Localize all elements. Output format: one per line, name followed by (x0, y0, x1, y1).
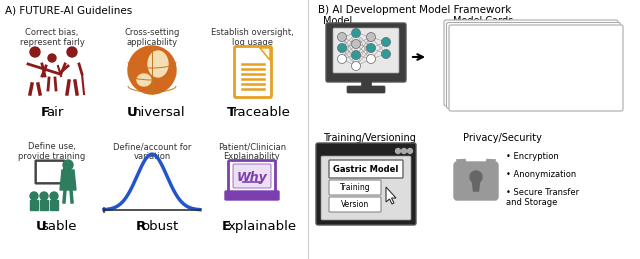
FancyBboxPatch shape (321, 156, 411, 220)
FancyBboxPatch shape (228, 161, 275, 193)
Circle shape (381, 38, 390, 47)
Text: • intended use: • intended use (456, 40, 519, 49)
Text: xplainable: xplainable (227, 220, 296, 233)
FancyBboxPatch shape (329, 197, 381, 212)
Text: U: U (127, 106, 138, 119)
Polygon shape (148, 51, 168, 77)
Polygon shape (260, 48, 270, 60)
Text: R: R (136, 220, 146, 233)
Polygon shape (60, 170, 76, 190)
FancyBboxPatch shape (329, 180, 381, 195)
FancyBboxPatch shape (444, 20, 618, 106)
Circle shape (351, 28, 360, 38)
Circle shape (40, 192, 48, 200)
Circle shape (337, 44, 346, 53)
Circle shape (408, 148, 413, 154)
FancyBboxPatch shape (234, 47, 271, 97)
Polygon shape (40, 200, 48, 210)
FancyBboxPatch shape (36, 161, 64, 183)
Circle shape (396, 148, 401, 154)
Circle shape (381, 49, 390, 59)
FancyBboxPatch shape (454, 162, 498, 200)
Circle shape (367, 54, 376, 63)
Circle shape (367, 32, 376, 41)
Polygon shape (30, 200, 38, 210)
Text: niversal: niversal (132, 106, 186, 119)
Polygon shape (386, 187, 396, 204)
Polygon shape (46, 62, 58, 78)
Text: E: E (221, 220, 231, 233)
Text: T: T (227, 106, 236, 119)
Text: B) AI Development Model Framework: B) AI Development Model Framework (318, 5, 511, 15)
Circle shape (30, 192, 38, 200)
Circle shape (128, 46, 176, 94)
Text: Model Cards: Model Cards (453, 16, 513, 26)
Circle shape (351, 40, 360, 48)
Text: Training: Training (340, 183, 371, 192)
Circle shape (401, 148, 406, 154)
Text: Cross-setting
applicability: Cross-setting applicability (124, 28, 180, 47)
Circle shape (351, 61, 360, 70)
Text: Gastric Model: Gastric Model (333, 164, 399, 174)
Polygon shape (260, 48, 270, 60)
FancyBboxPatch shape (447, 23, 621, 109)
Text: • Encryption: • Encryption (506, 152, 559, 161)
Circle shape (30, 47, 40, 57)
Text: • limitations: • limitations (456, 54, 508, 63)
Circle shape (48, 54, 56, 62)
Circle shape (337, 54, 346, 63)
Text: • Anonymization: • Anonymization (506, 170, 576, 179)
Text: Gastric Model:: Gastric Model: (453, 28, 518, 37)
Circle shape (63, 160, 73, 170)
Polygon shape (50, 200, 58, 210)
FancyBboxPatch shape (326, 23, 406, 82)
FancyBboxPatch shape (449, 25, 623, 111)
FancyBboxPatch shape (225, 191, 279, 200)
Circle shape (351, 51, 360, 60)
Polygon shape (65, 58, 79, 81)
Text: • Secure Transfer
and Storage: • Secure Transfer and Storage (506, 188, 579, 207)
Circle shape (337, 32, 346, 41)
FancyBboxPatch shape (347, 86, 385, 93)
Text: Model: Model (323, 16, 352, 26)
Text: Correct bias,
represent fairly: Correct bias, represent fairly (20, 28, 84, 47)
FancyBboxPatch shape (329, 160, 403, 178)
FancyBboxPatch shape (316, 143, 416, 225)
Text: Why: Why (237, 170, 268, 183)
Text: A) FUTURE-AI Guidelines: A) FUTURE-AI Guidelines (5, 5, 132, 15)
Text: raceable: raceable (233, 106, 291, 119)
Text: • training data: • training data (456, 68, 518, 77)
Text: Define/account for
variation: Define/account for variation (113, 142, 191, 161)
Polygon shape (472, 182, 479, 191)
FancyBboxPatch shape (361, 80, 371, 88)
FancyBboxPatch shape (233, 164, 271, 188)
Text: F: F (41, 106, 50, 119)
Circle shape (367, 44, 376, 53)
Circle shape (67, 47, 77, 57)
Text: Training/Versioning: Training/Versioning (323, 133, 416, 143)
Text: Define use,
provide training: Define use, provide training (19, 142, 86, 161)
Text: Patient/Clinician
Explainability: Patient/Clinician Explainability (218, 142, 286, 161)
Text: sable: sable (41, 220, 77, 233)
Circle shape (470, 171, 482, 183)
Circle shape (50, 192, 58, 200)
Text: U: U (35, 220, 46, 233)
Text: Version: Version (341, 200, 369, 209)
Polygon shape (26, 58, 44, 84)
Text: obust: obust (141, 220, 179, 233)
Text: • performance metrics: • performance metrics (456, 82, 552, 91)
FancyBboxPatch shape (333, 28, 399, 73)
Text: Privacy/Security: Privacy/Security (463, 133, 542, 143)
Polygon shape (137, 74, 151, 86)
Text: air: air (47, 106, 64, 119)
Text: Establish oversight,
log usage: Establish oversight, log usage (211, 28, 293, 47)
